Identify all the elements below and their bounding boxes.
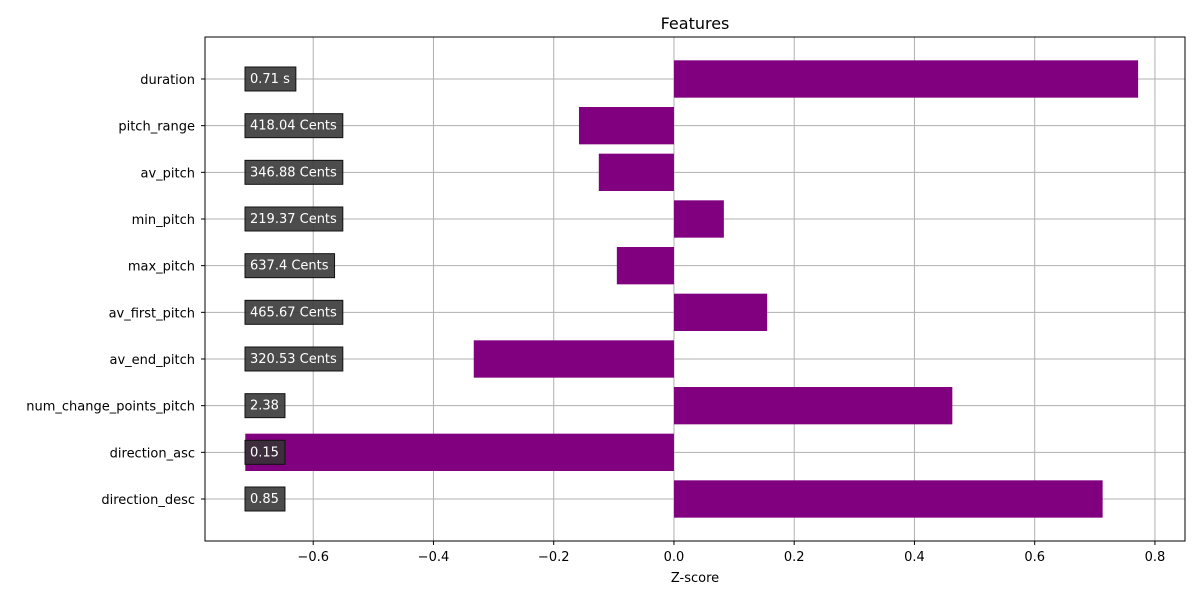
bar	[578, 107, 674, 145]
annotation-box	[244, 299, 344, 325]
annotation-text: 2.38	[250, 399, 279, 414]
x-axis-label: Z-score	[671, 571, 719, 586]
y-axis-ticks: duration pitch_range av_pitch min_pitch max_…	[26, 73, 205, 508]
value-annotation: 2.38	[244, 393, 286, 419]
value-annotation: 219.37 Cents	[244, 206, 344, 232]
annotation-box	[244, 439, 286, 465]
annotation-box	[244, 486, 286, 512]
annotation-box	[244, 393, 286, 419]
x-axis-ticks: −0.6 −0.4 −0.2 0.0 0.2 0.4 0.6 0.8	[297, 541, 1165, 565]
value-annotation: 465.67 Cents	[244, 299, 344, 325]
bar	[673, 480, 1103, 518]
annotation-text: 219.37 Cents	[250, 212, 337, 227]
y-tick-label: duration	[140, 73, 195, 88]
value-annotation: 637.4 Cents	[244, 253, 336, 279]
annotation-text: 346.88 Cents	[250, 165, 337, 180]
annotation-text: 0.85	[250, 492, 279, 507]
chart-title: Features	[661, 14, 730, 33]
annotation-text: 0.15	[250, 445, 279, 460]
plot-frame	[204, 36, 1186, 542]
y-tick-label: av_end_pitch	[110, 353, 196, 368]
bar	[616, 247, 674, 285]
value-annotation: 0.15	[244, 439, 286, 465]
x-tick-label: −0.4	[418, 550, 450, 565]
annotation-box	[244, 66, 297, 92]
value-annotation: 0.85	[244, 486, 286, 512]
bars	[245, 60, 1139, 518]
bar	[473, 340, 674, 378]
bar	[673, 60, 1139, 98]
annotation-text: 465.67 Cents	[250, 305, 337, 320]
x-tick-label: −0.6	[297, 550, 329, 565]
value-annotation: 346.88 Cents	[244, 159, 344, 185]
bar	[673, 200, 724, 238]
y-tick-label: min_pitch	[132, 213, 195, 228]
value-annotation: 0.71 s	[244, 66, 297, 92]
annotation-text: 637.4 Cents	[250, 259, 329, 274]
x-tick-label: 0.2	[784, 550, 805, 565]
annotation-box	[244, 346, 344, 372]
y-tick-label: av_pitch	[140, 166, 195, 181]
bar	[673, 293, 768, 331]
annotation-text: 320.53 Cents	[250, 352, 337, 367]
annotation-box	[244, 159, 344, 185]
y-tick-label: pitch_range	[118, 120, 195, 135]
y-tick-label: direction_asc	[110, 446, 195, 461]
y-tick-label: av_first_pitch	[109, 306, 195, 321]
bar	[598, 153, 674, 191]
value-annotation: 320.53 Cents	[244, 346, 344, 372]
x-tick-label: 0.8	[1145, 550, 1166, 565]
annotation-box	[244, 113, 344, 139]
x-tick-label: −0.2	[538, 550, 570, 565]
value-annotations: 0.71 s 418.04 Cents 346.88 Cents 219.37 Cen…	[244, 66, 344, 512]
value-annotation: 418.04 Cents	[244, 113, 344, 139]
y-tick-label: max_pitch	[128, 260, 195, 275]
x-tick-label: 0.4	[904, 550, 925, 565]
annotation-box	[244, 206, 344, 232]
annotation-text: 418.04 Cents	[250, 119, 337, 134]
bar	[673, 387, 953, 425]
annotation-text: 0.71 s	[250, 72, 290, 87]
annotation-box	[244, 253, 336, 279]
y-tick-label: direction_desc	[101, 493, 195, 508]
x-tick-label: 0.6	[1024, 550, 1045, 565]
bar	[245, 433, 674, 471]
x-tick-label: 0.0	[664, 550, 685, 565]
y-tick-label: num_change_points_pitch	[26, 400, 195, 415]
